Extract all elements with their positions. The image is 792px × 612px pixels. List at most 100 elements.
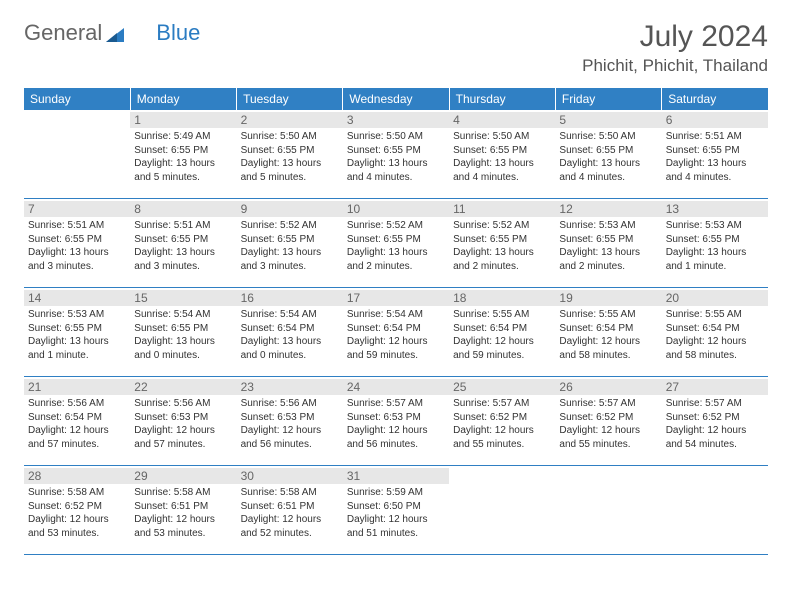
day-details: Sunrise: 5:55 AMSunset: 6:54 PMDaylight:… [453,308,551,362]
detail-line: Daylight: 13 hours [28,335,126,349]
day-details: Sunrise: 5:52 AMSunset: 6:55 PMDaylight:… [453,219,551,273]
detail-line: and 2 minutes. [347,260,445,274]
detail-line: Sunset: 6:51 PM [134,500,232,514]
header: General Blue July 2024 Phichit, Phichit,… [24,20,768,76]
calendar-cell: 7Sunrise: 5:51 AMSunset: 6:55 PMDaylight… [24,199,130,288]
calendar-row: 21Sunrise: 5:56 AMSunset: 6:54 PMDayligh… [24,377,768,466]
detail-line: Sunset: 6:55 PM [28,233,126,247]
day-details: Sunrise: 5:58 AMSunset: 6:51 PMDaylight:… [134,486,232,540]
detail-line: Sunset: 6:55 PM [134,233,232,247]
detail-line: Sunrise: 5:50 AM [453,130,551,144]
detail-line: Sunrise: 5:58 AM [28,486,126,500]
detail-line: Daylight: 12 hours [134,424,232,438]
day-number: 25 [449,379,555,395]
day-details: Sunrise: 5:50 AMSunset: 6:55 PMDaylight:… [453,130,551,184]
detail-line: and 58 minutes. [666,349,764,363]
page: General Blue July 2024 Phichit, Phichit,… [0,0,792,575]
logo: General Blue [24,20,200,46]
day-details: Sunrise: 5:53 AMSunset: 6:55 PMDaylight:… [666,219,764,273]
detail-line: and 53 minutes. [28,527,126,541]
calendar-row: 1Sunrise: 5:49 AMSunset: 6:55 PMDaylight… [24,110,768,199]
day-details: Sunrise: 5:52 AMSunset: 6:55 PMDaylight:… [241,219,339,273]
detail-line: Sunset: 6:55 PM [134,322,232,336]
day-number: 1 [130,112,236,128]
detail-line: Sunset: 6:55 PM [559,233,657,247]
detail-line: Sunset: 6:55 PM [666,144,764,158]
day-details: Sunrise: 5:50 AMSunset: 6:55 PMDaylight:… [347,130,445,184]
day-number: 31 [343,468,449,484]
day-details: Sunrise: 5:56 AMSunset: 6:53 PMDaylight:… [134,397,232,451]
detail-line: Sunset: 6:54 PM [453,322,551,336]
detail-line: Daylight: 12 hours [28,424,126,438]
calendar-cell: 3Sunrise: 5:50 AMSunset: 6:55 PMDaylight… [343,110,449,199]
calendar-cell: 17Sunrise: 5:54 AMSunset: 6:54 PMDayligh… [343,288,449,377]
detail-line: Sunrise: 5:58 AM [134,486,232,500]
detail-line: and 4 minutes. [666,171,764,185]
calendar-row: 14Sunrise: 5:53 AMSunset: 6:55 PMDayligh… [24,288,768,377]
detail-line: and 2 minutes. [453,260,551,274]
calendar-cell [24,110,130,199]
detail-line: and 4 minutes. [559,171,657,185]
detail-line: Sunrise: 5:50 AM [241,130,339,144]
detail-line: Daylight: 13 hours [559,157,657,171]
detail-line: Daylight: 13 hours [241,246,339,260]
day-number: 30 [237,468,343,484]
detail-line: Daylight: 13 hours [347,157,445,171]
calendar-cell [555,466,661,555]
detail-line: Daylight: 13 hours [559,246,657,260]
day-number: 12 [555,201,661,217]
calendar-cell: 9Sunrise: 5:52 AMSunset: 6:55 PMDaylight… [237,199,343,288]
detail-line: Sunrise: 5:55 AM [559,308,657,322]
detail-line: Sunrise: 5:57 AM [559,397,657,411]
day-number: 24 [343,379,449,395]
detail-line: and 2 minutes. [559,260,657,274]
detail-line: Sunrise: 5:59 AM [347,486,445,500]
detail-line: and 56 minutes. [241,438,339,452]
day-number: 8 [130,201,236,217]
day-details: Sunrise: 5:55 AMSunset: 6:54 PMDaylight:… [559,308,657,362]
calendar-cell: 1Sunrise: 5:49 AMSunset: 6:55 PMDaylight… [130,110,236,199]
day-number: 6 [662,112,768,128]
detail-line: Sunrise: 5:54 AM [347,308,445,322]
day-details: Sunrise: 5:50 AMSunset: 6:55 PMDaylight:… [559,130,657,184]
calendar-head: Sunday Monday Tuesday Wednesday Thursday… [24,88,768,110]
dayheader-wed: Wednesday [343,88,449,110]
day-details: Sunrise: 5:57 AMSunset: 6:52 PMDaylight:… [666,397,764,451]
calendar-cell: 24Sunrise: 5:57 AMSunset: 6:53 PMDayligh… [343,377,449,466]
day-number: 29 [130,468,236,484]
detail-line: Sunset: 6:52 PM [28,500,126,514]
calendar-cell: 28Sunrise: 5:58 AMSunset: 6:52 PMDayligh… [24,466,130,555]
detail-line: Daylight: 12 hours [453,335,551,349]
day-details: Sunrise: 5:59 AMSunset: 6:50 PMDaylight:… [347,486,445,540]
detail-line: Sunrise: 5:52 AM [241,219,339,233]
day-details: Sunrise: 5:51 AMSunset: 6:55 PMDaylight:… [666,130,764,184]
dayheader-mon: Monday [130,88,236,110]
day-details: Sunrise: 5:51 AMSunset: 6:55 PMDaylight:… [28,219,126,273]
calendar-row: 28Sunrise: 5:58 AMSunset: 6:52 PMDayligh… [24,466,768,555]
detail-line: and 3 minutes. [241,260,339,274]
detail-line: and 4 minutes. [347,171,445,185]
calendar-cell: 27Sunrise: 5:57 AMSunset: 6:52 PMDayligh… [662,377,768,466]
detail-line: Sunset: 6:54 PM [559,322,657,336]
detail-line: and 55 minutes. [453,438,551,452]
detail-line: Sunrise: 5:52 AM [453,219,551,233]
detail-line: Sunset: 6:55 PM [453,233,551,247]
detail-line: Sunset: 6:55 PM [666,233,764,247]
day-details: Sunrise: 5:50 AMSunset: 6:55 PMDaylight:… [241,130,339,184]
calendar-cell: 10Sunrise: 5:52 AMSunset: 6:55 PMDayligh… [343,199,449,288]
detail-line: Daylight: 13 hours [347,246,445,260]
detail-line: Sunrise: 5:50 AM [347,130,445,144]
detail-line: Sunset: 6:55 PM [559,144,657,158]
detail-line: Sunrise: 5:56 AM [134,397,232,411]
detail-line: and 59 minutes. [347,349,445,363]
calendar-cell: 22Sunrise: 5:56 AMSunset: 6:53 PMDayligh… [130,377,236,466]
calendar-body: 1Sunrise: 5:49 AMSunset: 6:55 PMDaylight… [24,110,768,555]
detail-line: Sunset: 6:53 PM [134,411,232,425]
detail-line: and 52 minutes. [241,527,339,541]
day-details: Sunrise: 5:58 AMSunset: 6:51 PMDaylight:… [241,486,339,540]
calendar-cell: 4Sunrise: 5:50 AMSunset: 6:55 PMDaylight… [449,110,555,199]
detail-line: Daylight: 13 hours [666,157,764,171]
detail-line: Sunrise: 5:53 AM [666,219,764,233]
day-details: Sunrise: 5:51 AMSunset: 6:55 PMDaylight:… [134,219,232,273]
detail-line: Daylight: 12 hours [241,513,339,527]
